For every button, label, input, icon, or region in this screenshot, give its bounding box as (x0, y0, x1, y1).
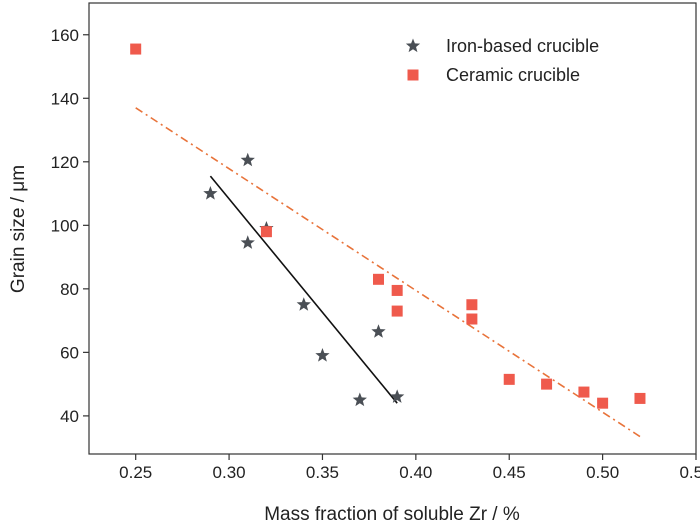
y-tick-label: 140 (51, 89, 79, 108)
fit-line-iron (209, 175, 398, 404)
data-points (130, 43, 646, 409)
x-tick-label: 0.50 (586, 463, 619, 482)
y-tick-label: 40 (60, 407, 79, 426)
data-point-iron (352, 392, 367, 407)
y-tick-label: 160 (51, 26, 79, 45)
data-point-ceramic (541, 378, 553, 390)
legend-marker-star (405, 38, 421, 53)
data-point-iron (371, 324, 386, 338)
y-tick-label: 120 (51, 153, 79, 172)
x-tick-label: 0.40 (399, 463, 432, 482)
data-point-ceramic (391, 305, 403, 317)
x-axis-ticks: 0.25 0.30 0.35 0.40 0.45 0.50 0.55 (119, 454, 700, 482)
data-point-ceramic (466, 313, 478, 325)
legend-label-iron: Iron-based crucible (446, 36, 599, 56)
x-tick-label: 0.35 (306, 463, 339, 482)
data-point-ceramic (597, 397, 609, 409)
x-tick-label: 0.30 (213, 463, 246, 482)
fit-line-ceramic (135, 107, 641, 438)
data-point-iron (240, 235, 255, 249)
plot-frame (88, 2, 697, 455)
data-point-iron (203, 186, 218, 200)
x-tick-label: 0.25 (119, 463, 152, 482)
data-point-ceramic (391, 284, 403, 296)
legend-label-ceramic: Ceramic crucible (446, 65, 580, 85)
data-point-ceramic (130, 43, 142, 55)
data-point-iron (315, 348, 330, 362)
x-tick-label: 0.55 (679, 463, 700, 482)
data-point-iron (390, 389, 405, 403)
y-axis-ticks: 40 60 80 100 120 140 160 (51, 26, 89, 426)
data-point-ceramic (260, 226, 272, 238)
y-tick-label: 60 (60, 343, 79, 362)
fit-lines (135, 107, 641, 438)
data-point-iron (296, 297, 311, 311)
data-point-ceramic (634, 392, 646, 404)
x-axis-label: Mass fraction of soluble Zr / % (264, 504, 520, 525)
x-tick-label: 0.45 (493, 463, 526, 482)
data-point-ceramic (503, 373, 515, 385)
data-point-iron (240, 152, 255, 167)
legend: Iron-based crucible Ceramic crucible (405, 36, 599, 85)
y-tick-label: 80 (60, 280, 79, 299)
legend-square-icon (407, 69, 419, 81)
data-point-ceramic (578, 386, 590, 398)
legend-star-icon (405, 38, 421, 53)
data-point-ceramic (372, 273, 384, 285)
data-point-ceramic (466, 299, 478, 311)
y-tick-label: 100 (51, 216, 79, 235)
y-axis-label: Grain size / μm (8, 165, 29, 293)
legend-marker-square (407, 69, 419, 81)
